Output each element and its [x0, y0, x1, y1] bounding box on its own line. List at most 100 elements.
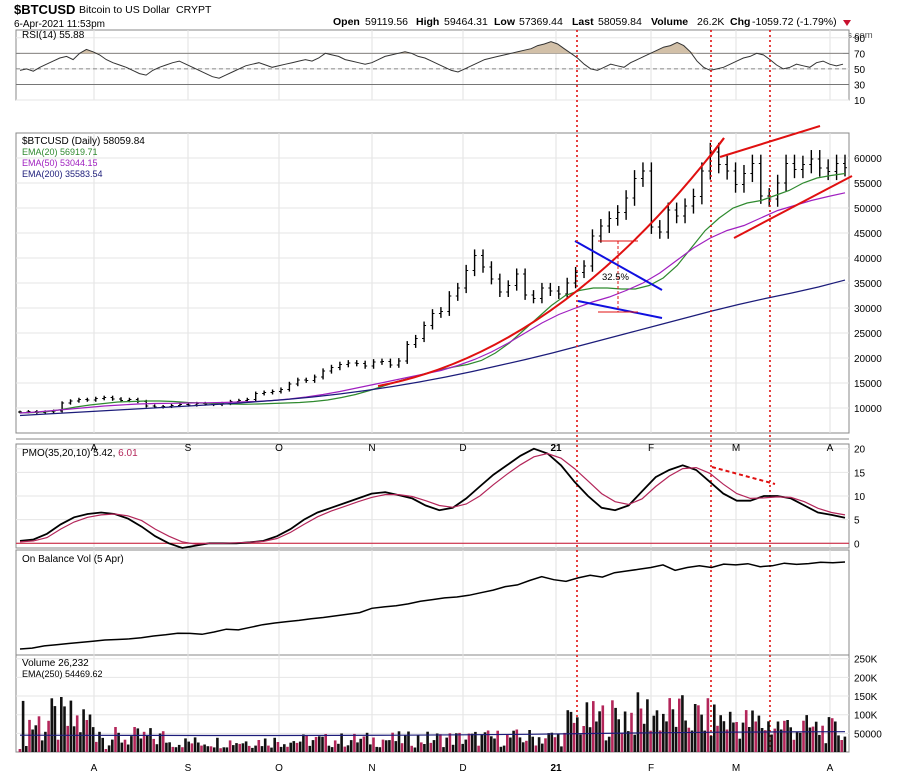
volume-bar [687, 727, 691, 752]
volume-bar [203, 744, 206, 752]
volume-bar [655, 710, 659, 752]
volume-bar [467, 733, 471, 752]
volume-bar [359, 738, 362, 752]
obv-label: On Balance Vol (5 Apr) [22, 554, 124, 565]
volume-bar [18, 749, 22, 752]
ema20-legend: EMA(20) 56919.71 [22, 147, 98, 157]
volume-bar [802, 720, 805, 752]
volume-bar [225, 747, 229, 752]
volume-bar [633, 734, 636, 752]
volume-bar [241, 743, 245, 752]
volume-bar [579, 734, 582, 752]
low-label: Low [494, 16, 516, 28]
instrument-name: Bitcoin to US Dollar [79, 4, 171, 16]
volume-bar [79, 732, 82, 752]
volume-bar [139, 738, 143, 752]
volume-bar [362, 736, 366, 752]
volume-bar [222, 747, 226, 752]
volume-bar [187, 741, 190, 752]
y-tick-label: 55000 [854, 179, 882, 190]
volume-bar [496, 730, 499, 752]
y-tick-label: 30 [854, 80, 866, 91]
volume-bar [343, 746, 347, 752]
volume-bar [770, 734, 773, 752]
rsi-overbought-fill [20, 41, 843, 54]
x-tick-label: O [275, 763, 283, 774]
volume-bar [407, 731, 410, 752]
volume-bar [298, 741, 302, 752]
volume-bar [197, 742, 200, 752]
y-tick-label: 15000 [854, 379, 882, 390]
volume-bar [592, 701, 595, 752]
y-tick-label: 5 [854, 516, 860, 527]
x-tick-label: N [368, 443, 375, 454]
low-value: 57369.44 [519, 16, 563, 28]
volume-bar [706, 698, 710, 752]
price-label: $BTCUSD (Daily) 58059.84 [22, 136, 145, 147]
panel-legends: RSI(14) 55.88 $BTCUSD (Daily) 58059.84 E… [22, 30, 145, 679]
x-tick-label: F [648, 443, 654, 454]
volume-bar [56, 739, 60, 752]
volume-bar [375, 746, 378, 752]
ema50-legend: EMA(50) 53044.15 [22, 158, 98, 168]
volume-bar [754, 721, 757, 752]
volume-bar [652, 715, 656, 752]
volume-bar [585, 702, 589, 752]
volume-bar [247, 745, 251, 752]
volume-bar [681, 695, 684, 752]
volume-bar [439, 734, 442, 752]
volume-bar [400, 743, 404, 752]
volume-bar [314, 737, 318, 752]
volume-bar [827, 717, 831, 752]
volume-bar [595, 721, 598, 752]
volume-bar [732, 722, 735, 752]
exchange: CRYPT [176, 4, 212, 16]
volume-bar [490, 736, 493, 752]
volume-bar [232, 745, 235, 752]
quote-date: 6-Apr-2021 11:53pm [14, 19, 105, 30]
volume-bar [716, 725, 719, 752]
x-tick-label: A [91, 763, 98, 774]
volume-bar [365, 732, 369, 752]
volume-bar [627, 731, 630, 752]
volume-bar [776, 721, 780, 752]
y-tick-label: 35000 [854, 279, 882, 290]
volume-bar [566, 710, 570, 752]
y-tick-label: 10000 [854, 404, 882, 415]
last-label: Last [572, 16, 594, 28]
volume-bar [636, 692, 640, 752]
volume-bar [69, 700, 73, 752]
y-tick-label: 20 [854, 445, 866, 456]
volume-bar [671, 709, 675, 752]
volume-bar [553, 737, 557, 752]
volume-value: 26.2K [697, 16, 724, 28]
volume-bar [518, 737, 522, 752]
x-tick-label: F [648, 763, 654, 774]
volume-bar [117, 732, 120, 752]
pmo-label: PMO(35,20,10) 5.42, 6.01 [22, 448, 138, 459]
volume-bar [123, 739, 127, 752]
volume-bar [200, 745, 203, 752]
volume-bar [206, 746, 210, 752]
volume-bar [445, 737, 448, 752]
x-tick-label: D [459, 443, 466, 454]
volume-bar [318, 736, 321, 752]
volume-legend-label: Volume 26,232 [22, 658, 89, 669]
volume-bar [40, 740, 44, 752]
volume-bar [60, 697, 63, 752]
volume-bar [235, 743, 238, 752]
volume-bar [330, 747, 334, 752]
x-tick-label: M [732, 763, 740, 774]
volume-bar [576, 717, 579, 752]
open-value: 59119.56 [365, 16, 408, 28]
volume-bar [658, 730, 662, 752]
x-tick-label: A [827, 763, 834, 774]
volume-bar [611, 700, 614, 752]
volume-bar [607, 736, 611, 752]
pmo-line [19, 447, 846, 549]
volume-bar [174, 747, 178, 752]
volume-bar [44, 731, 47, 752]
high-label: High [416, 16, 439, 28]
